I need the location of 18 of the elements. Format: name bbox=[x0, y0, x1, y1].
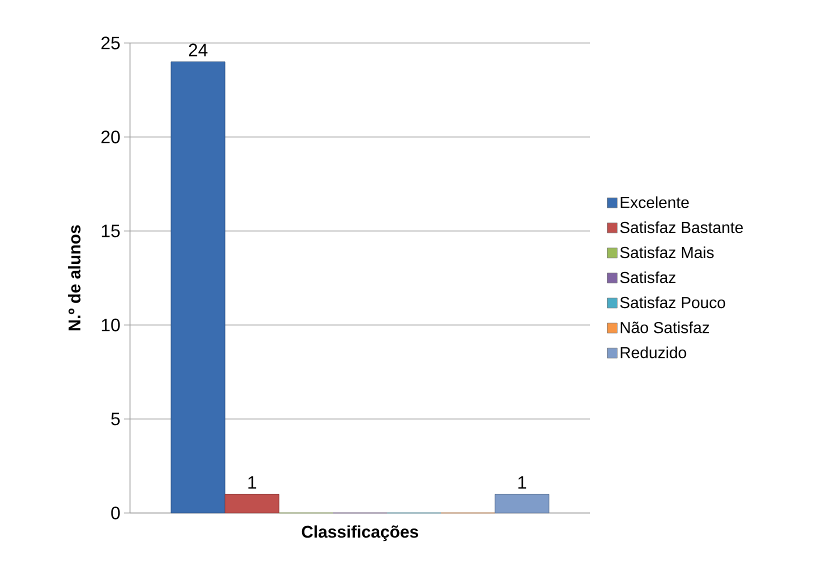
legend-label: Excelente bbox=[620, 196, 689, 208]
y-tick-label: 15 bbox=[102, 224, 120, 238]
data-label: 24 bbox=[188, 44, 208, 56]
y-tick-label: 25 bbox=[101, 36, 120, 50]
legend-label: Satisfaz bbox=[620, 271, 676, 284]
legend-label: Reduzido bbox=[620, 346, 686, 358]
y-tick-label: 20 bbox=[101, 130, 120, 144]
legend-label: Satisfaz Pouco bbox=[620, 296, 726, 308]
y-tick-label: 0 bbox=[111, 506, 120, 520]
legend-label: Satisfaz Bastante bbox=[620, 221, 743, 234]
data-label: 1 bbox=[248, 476, 256, 489]
y-tick-label: 5 bbox=[111, 412, 120, 426]
x-axis-title: Classificações bbox=[302, 525, 418, 542]
legend-label: Satisfaz Mais bbox=[620, 246, 714, 258]
y-axis-title: N.º de alunos bbox=[68, 225, 80, 330]
y-tick-label: 10 bbox=[102, 318, 120, 332]
data-label: 1 bbox=[518, 476, 526, 489]
legend-label: Não Satisfaz bbox=[620, 322, 710, 334]
